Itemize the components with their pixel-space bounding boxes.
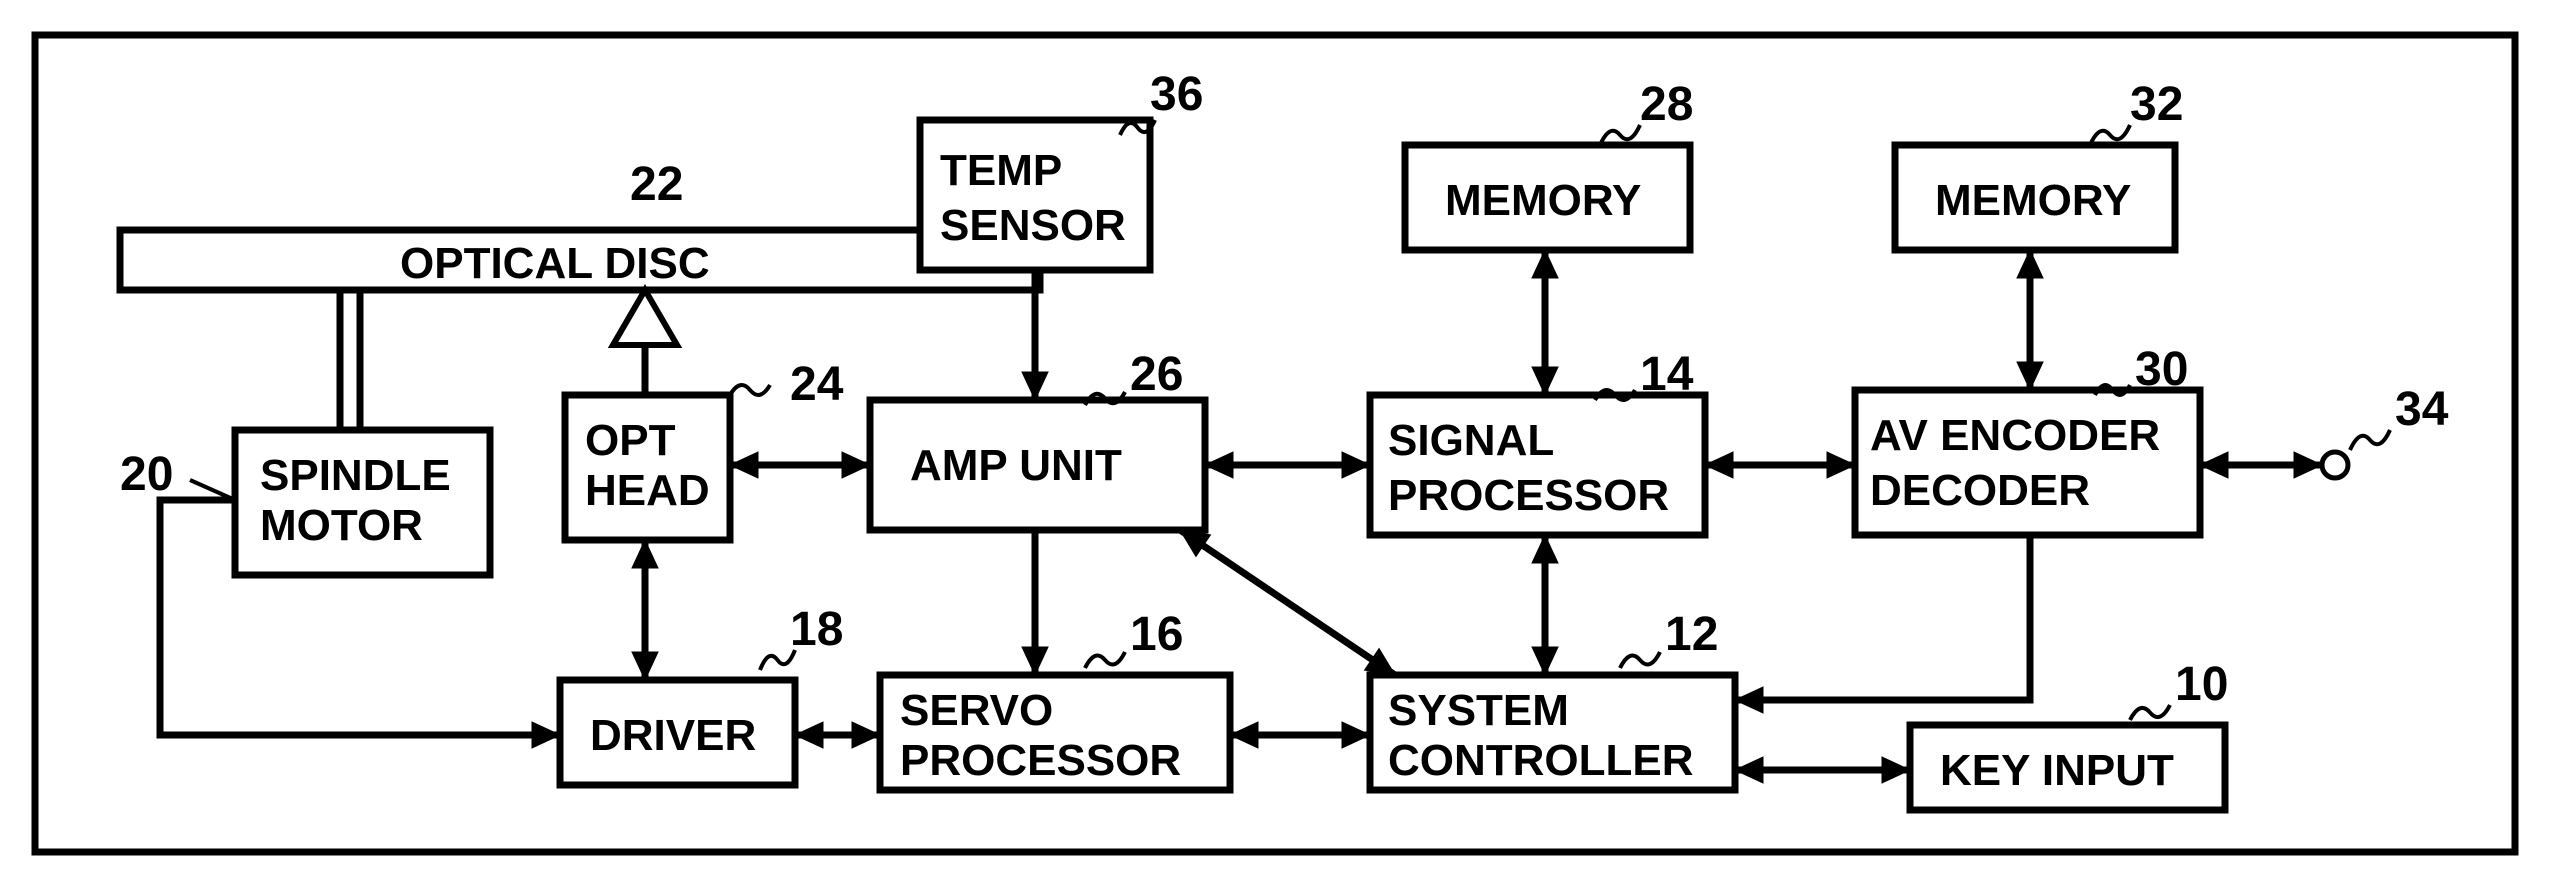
system-number: 12 — [1665, 608, 1718, 661]
io-terminal — [2322, 452, 2348, 478]
signal-number: 14 — [1640, 348, 1694, 401]
spindle-label: SPINDLE — [260, 451, 451, 500]
system-label: SYSTEM — [1388, 686, 1569, 735]
spindle-label: MOTOR — [260, 501, 423, 550]
memory2-label: MEMORY — [1935, 176, 2131, 225]
amp-label: AMP UNIT — [910, 441, 1122, 490]
signal-label: SIGNAL — [1388, 416, 1554, 465]
key-number: 10 — [2175, 658, 2228, 711]
amp-number: 26 — [1130, 348, 1183, 401]
av-label: AV ENCODER — [1870, 411, 2160, 460]
opt_head-number: 24 — [790, 358, 844, 411]
temp-label: TEMP — [940, 146, 1062, 195]
memory1-number: 28 — [1640, 78, 1693, 131]
memory1-label: MEMORY — [1445, 176, 1641, 225]
av-label: DECODER — [1870, 466, 2090, 515]
servo-label: SERVO — [900, 686, 1053, 735]
opt_head-label: HEAD — [585, 466, 710, 515]
system-label: CONTROLLER — [1388, 736, 1694, 785]
terminal-number: 34 — [2395, 383, 2449, 436]
temp-number: 36 — [1150, 68, 1203, 121]
key-label: KEY INPUT — [1940, 746, 2174, 795]
optical_disc-label: OPTICAL DISC — [400, 239, 710, 288]
memory2-number: 32 — [2130, 78, 2183, 131]
spindle-number: 20 — [120, 448, 173, 501]
signal-label: PROCESSOR — [1388, 471, 1669, 520]
driver-number: 18 — [790, 603, 843, 656]
servo-label: PROCESSOR — [900, 736, 1181, 785]
opt_head-label: OPT — [585, 416, 676, 465]
av-number: 30 — [2135, 343, 2188, 396]
driver-label: DRIVER — [590, 711, 756, 760]
optical_disc-number: 22 — [630, 158, 683, 211]
servo-number: 16 — [1130, 608, 1183, 661]
temp-label: SENSOR — [940, 201, 1126, 250]
